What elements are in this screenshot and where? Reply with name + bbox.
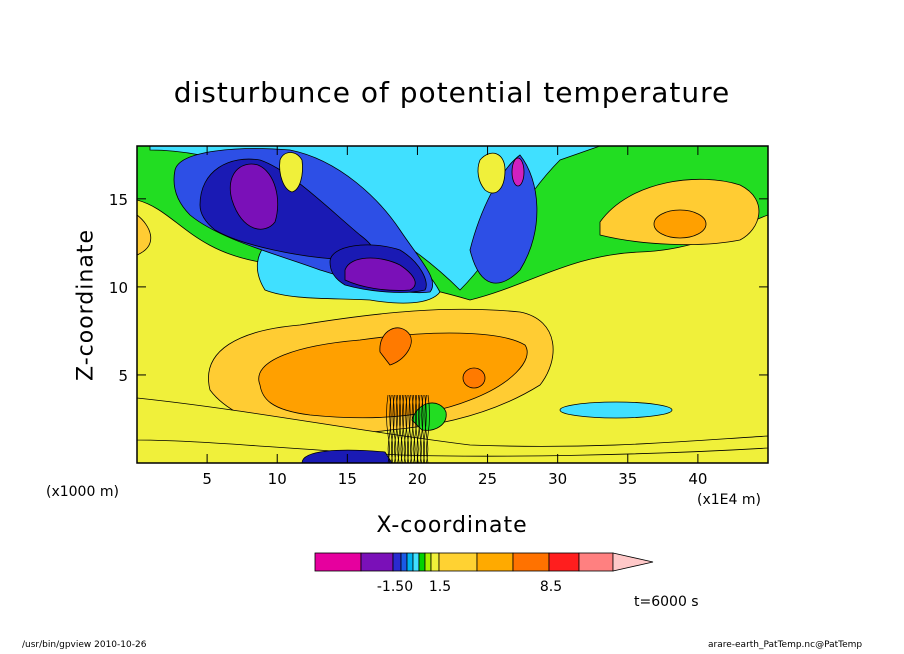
colorbar-tick-label: -1.50 [377,579,413,595]
colorbar-swatch [438,552,478,572]
chart-title: disturbunce of potential temperature [173,76,731,109]
colorbar-swatch [548,552,580,572]
colorbar-swatch [360,552,394,572]
x-tick-label: 30 [548,470,567,488]
colorbar-swatch [400,552,408,572]
colorbar-swatch [430,552,440,572]
colorbar-tick-label: 1.5 [429,579,451,595]
x-tick-label: 25 [478,470,497,488]
x-tick-label: 35 [618,470,637,488]
y-tick-label: 10 [109,279,128,297]
x-tick-label: 10 [268,470,287,488]
colorbar-tick-label: 8.5 [540,579,562,595]
colorbar-swatch [392,552,402,572]
contour-lower-band [137,397,768,457]
contour-cold-purple-left [229,163,279,230]
contour-cold-magenta-right [511,157,525,187]
x-scale-note: (x1E4 m) [697,492,761,508]
contour-warm-core-right [462,367,486,389]
contour-upper-yellow-spot-right [477,152,506,194]
contour-right-cold-strip [559,401,673,419]
y-axis-label: Z-coordinate [73,229,99,381]
colorbar: -1.50 1.5 8.5 [314,552,654,595]
y-tick-label: 5 [118,367,128,385]
surface-contour-lines [386,394,430,463]
colorbar-swatch [314,552,362,572]
colorbar-swatch [418,552,426,572]
colorbar-extend-arrow [612,552,654,572]
contour-cold-purple-core [344,257,416,291]
x-tick-label: 15 [338,470,357,488]
footer-left: /usr/bin/gpview 2010-10-26 [22,640,147,650]
colorbar-swatch [476,552,514,572]
x-tick-label: 20 [408,470,427,488]
contour-upper-yellow-spot [279,152,303,193]
y-axis-ticks: 5 10 15 [109,191,768,385]
x-axis-ticks: 5 10 15 20 25 30 35 40 [202,146,707,488]
colorbar-swatch [578,552,614,572]
contour-upper-right-core [653,209,707,239]
contour-field [137,146,768,463]
contour-surface-green-patch [411,402,447,431]
colorbar-swatch [412,552,420,572]
colorbar-swatch [512,552,550,572]
y-tick-label: 15 [109,191,128,209]
x-axis-label: X-coordinate [376,513,528,538]
footer-right: arare-earth_PatTemp.nc@PatTemp [708,640,863,650]
x-tick-label: 5 [202,470,212,488]
contour-lower-warm-inner [258,332,528,419]
plot-frame [136,145,769,464]
time-label: t=6000 s [634,594,699,610]
colorbar-swatch [406,552,414,572]
colorbar-swatch [424,552,432,572]
x-unit-note: (x1000 m) [46,484,119,500]
x-tick-label: 40 [688,470,707,488]
contour-warm-core-left [379,327,412,366]
